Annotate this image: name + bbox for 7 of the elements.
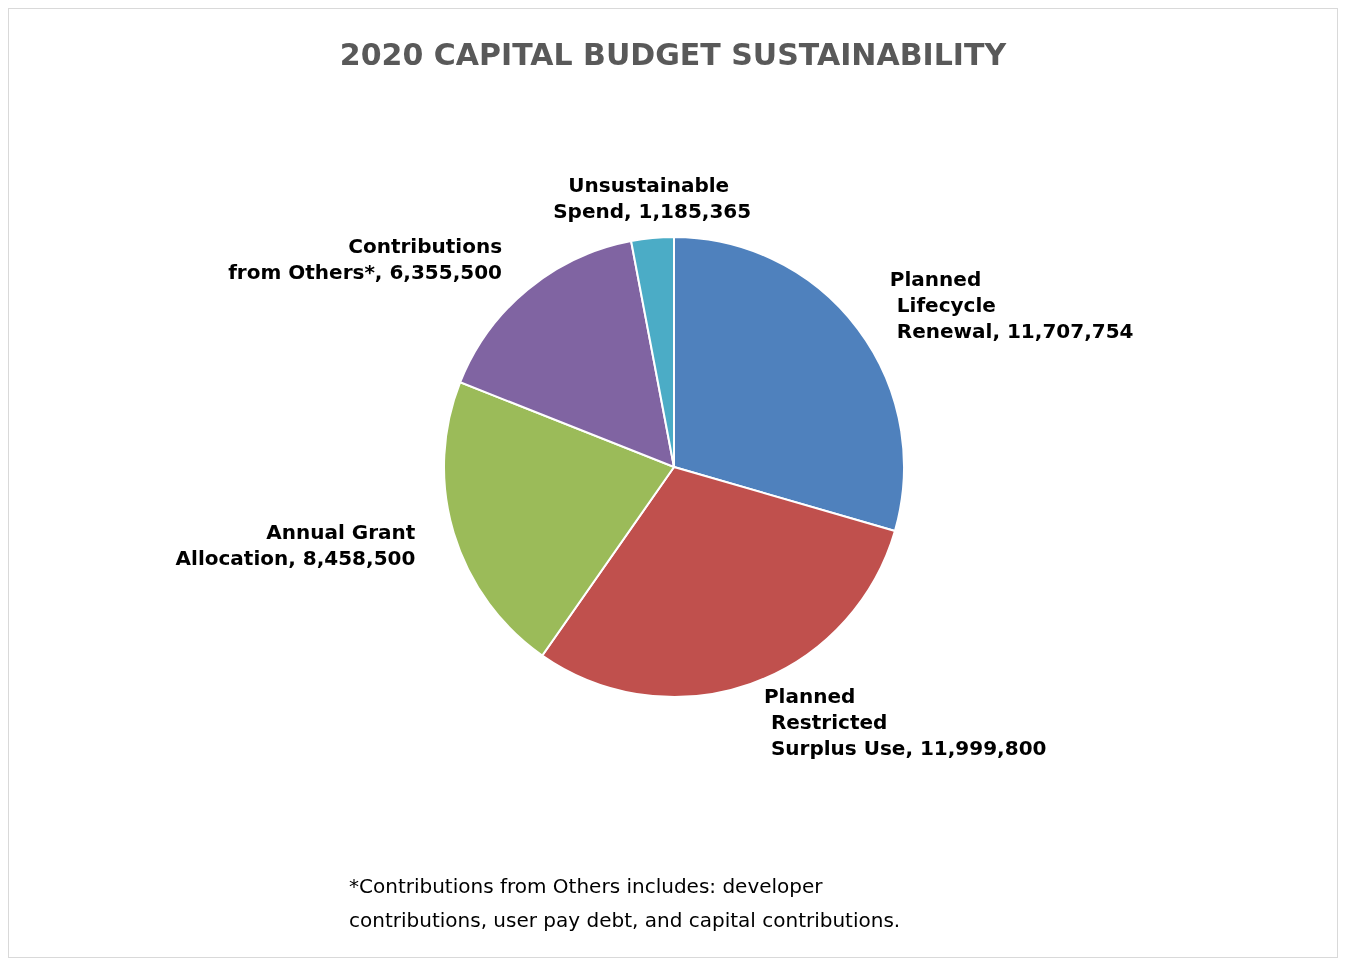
slice-label: Annual Grant Allocation, 8,458,500 xyxy=(168,519,416,570)
text: *Contributions from Others includes: developer contributions, user pay debt, and capital contributions. xyxy=(349,873,902,934)
slice-label: Planned Restricted Surplus Use, 11,999,800 xyxy=(763,683,1047,760)
chart-title: 2020 CAPITAL BUDGET SUSTAINABILITY xyxy=(338,37,1008,72)
slice-label: Contributions from Others*, 6,355,500 xyxy=(221,233,503,284)
slice-label: Planned Lifecycle Renewal, 11,707,754 xyxy=(889,266,1134,343)
slice-label: Unsustainable Spend, 1,185,365 xyxy=(546,173,752,224)
